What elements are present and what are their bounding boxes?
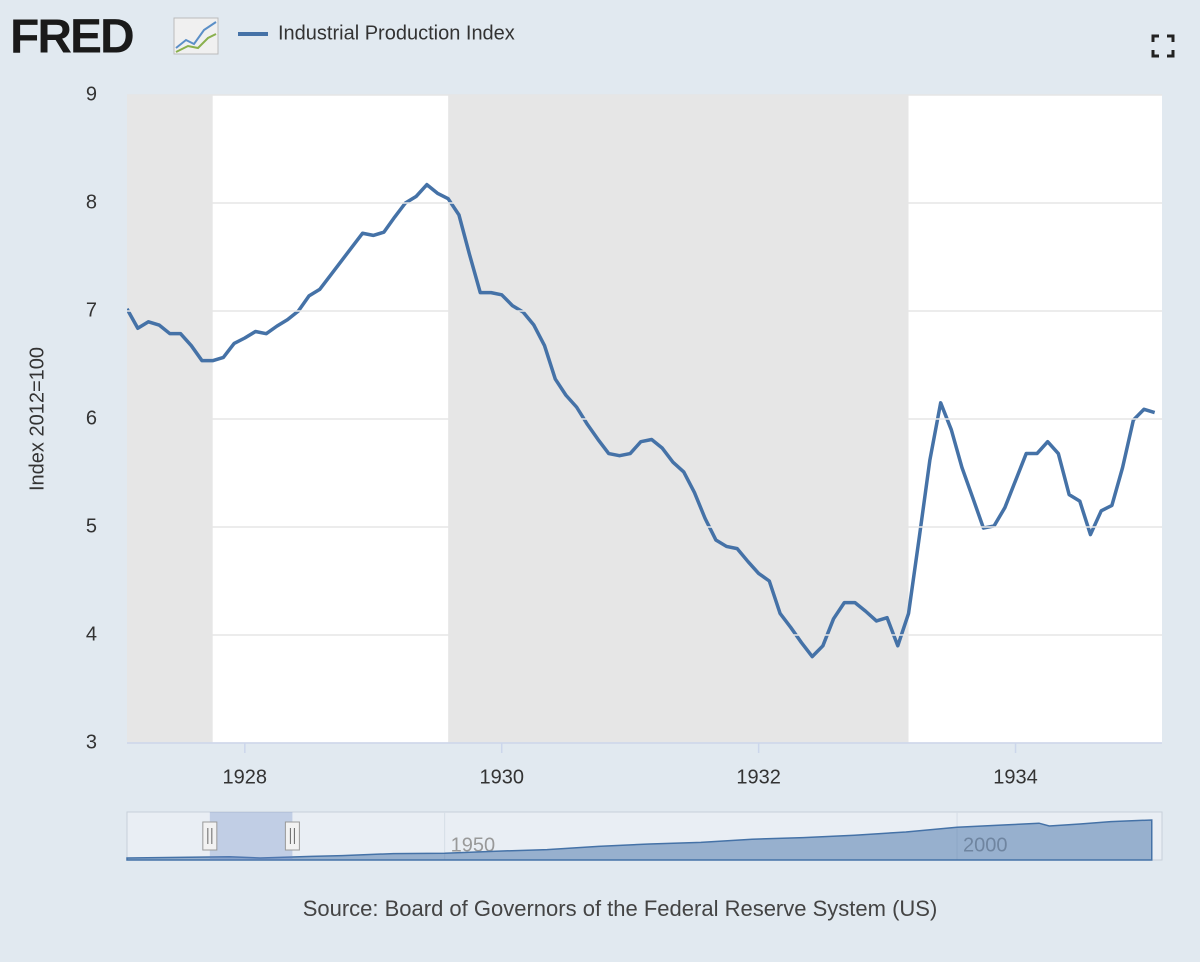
y-tick-label: 6 xyxy=(86,407,97,429)
navigator-tick-label: 1950 xyxy=(451,834,496,856)
navigator-handle-box xyxy=(202,821,218,851)
x-tick-label: 1932 xyxy=(736,766,781,788)
navigator-handle[interactable] xyxy=(284,821,300,851)
source: Source: Board of Governors of the Federa… xyxy=(303,896,938,921)
navigator-handle-box xyxy=(284,821,300,851)
y-tick-label: 4 xyxy=(86,623,97,645)
fullscreen-button[interactable] xyxy=(1151,34,1175,58)
x-tick-label: 1934 xyxy=(993,766,1038,788)
y-tick-label: 8 xyxy=(86,191,97,213)
x-tick-label: 1930 xyxy=(479,766,524,788)
y-axis-label: Index 2012=100 xyxy=(26,347,48,491)
y-tick-label: 3 xyxy=(86,731,97,753)
logo: FRED xyxy=(10,11,133,64)
navigator-selection xyxy=(209,812,293,860)
legend-label: Industrial Production Index xyxy=(278,22,515,44)
navigator-area xyxy=(126,819,1153,861)
navigator-handle[interactable] xyxy=(202,821,218,851)
y-tick-label: 7 xyxy=(86,299,97,321)
y-tick-label: 5 xyxy=(86,515,97,537)
x-tick-label: 1928 xyxy=(223,766,268,788)
y-tick-label: 9 xyxy=(86,83,97,105)
logo-icon xyxy=(173,17,219,55)
